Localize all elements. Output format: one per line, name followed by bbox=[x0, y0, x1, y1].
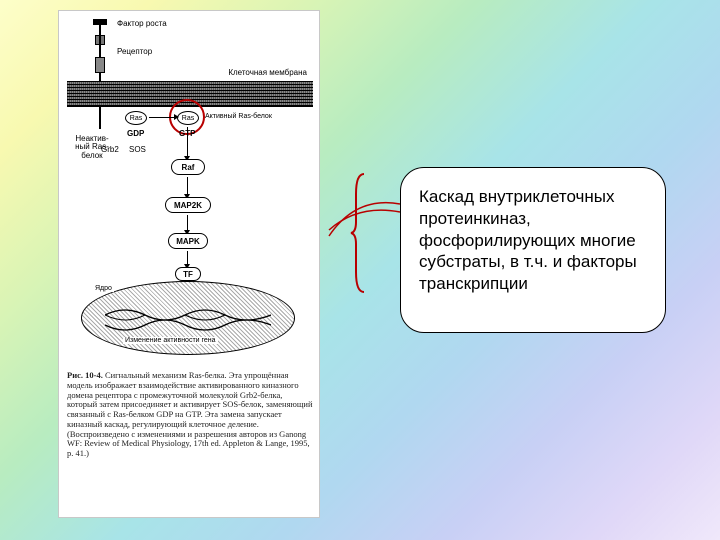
raf-node: Raf bbox=[171, 159, 205, 175]
caption-fig-no: Рис. 10-4. bbox=[67, 370, 103, 380]
receptor-label: Рецептор bbox=[117, 47, 152, 56]
receptor-tail bbox=[99, 107, 101, 129]
callout-box: Каскад внутриклеточных протеинкиназ, фос… bbox=[400, 167, 666, 333]
map2k-node: MAP2K bbox=[165, 197, 211, 213]
arrow-1 bbox=[187, 127, 188, 157]
membrane-label: Клеточная мембрана bbox=[228, 68, 307, 77]
caption-body: Эта упрощённая модель изображает взаимод… bbox=[67, 370, 313, 458]
mapk-node: MAPK bbox=[168, 233, 208, 249]
callout-text: Каскад внутриклеточных протеинкиназ, фос… bbox=[419, 187, 637, 293]
arrow-4 bbox=[187, 251, 188, 265]
figure-caption: Рис. 10-4. Сигнальный механизм Ras-белка… bbox=[67, 371, 313, 459]
ras-inactive-node: Ras bbox=[125, 111, 147, 125]
gene-activity-label: Изменение активности гена bbox=[123, 337, 218, 344]
active-ras-label: Активный Ras-белок bbox=[205, 113, 275, 120]
growth-factor-label: Фактор роста bbox=[117, 19, 167, 28]
sos-label: SOS bbox=[129, 145, 146, 154]
tf-node: TF bbox=[175, 267, 201, 281]
dna-icon bbox=[105, 309, 271, 331]
figure-panel: Фактор роста Рецептор Клеточная мембрана… bbox=[58, 10, 320, 518]
callout-pointer bbox=[326, 186, 402, 244]
receptor-box bbox=[95, 57, 105, 73]
nucleus-label: Ядро bbox=[93, 285, 114, 292]
grb2-label: Grb2 bbox=[101, 145, 119, 154]
gdp-label: GDP bbox=[127, 129, 144, 138]
signaling-diagram: Фактор роста Рецептор Клеточная мембрана… bbox=[65, 17, 315, 365]
arrow-ras bbox=[149, 117, 175, 118]
arrow-3 bbox=[187, 215, 188, 231]
arrow-2 bbox=[187, 177, 188, 195]
caption-title: Сигнальный механизм Ras-белка. bbox=[105, 370, 227, 380]
